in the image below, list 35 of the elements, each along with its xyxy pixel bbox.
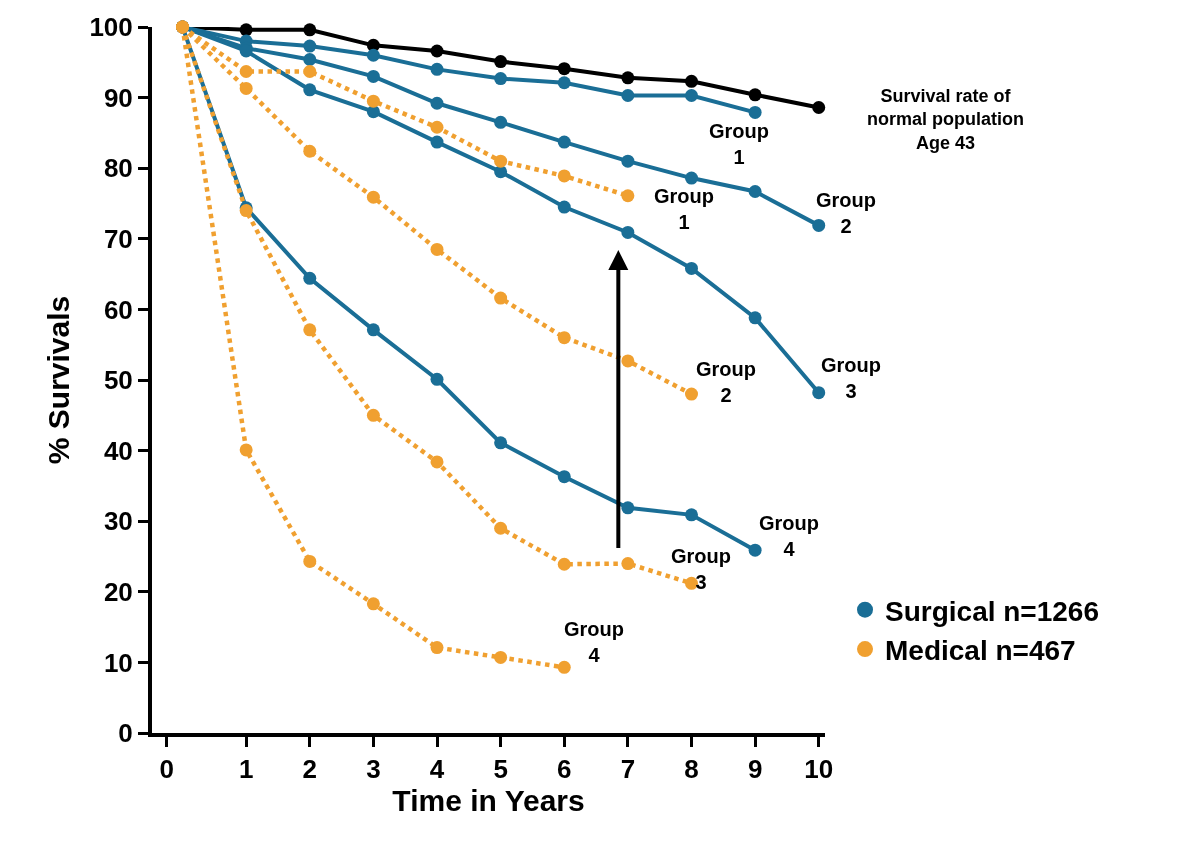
legend-label: Medical n=467	[885, 635, 1076, 667]
y-tick-label: 90	[103, 82, 133, 113]
x-tick-label: 0	[159, 754, 174, 785]
y-tick-label: 20	[103, 576, 133, 607]
y-tick-label: 10	[103, 647, 133, 678]
y-tick-label: 30	[103, 506, 133, 537]
y-tick-label: 50	[103, 365, 133, 396]
y-tick-label: 70	[103, 223, 133, 254]
x-tick-label: 4	[429, 754, 445, 785]
x-tick-label: 5	[493, 754, 508, 785]
annotation: Group 4	[564, 618, 624, 666]
y-axis-title: % Survivals	[41, 295, 75, 465]
annotation: Group 1	[709, 120, 769, 168]
annotation: Group 3	[821, 354, 881, 402]
legend-label: Surgical n=1266	[885, 595, 1100, 627]
x-tick-label: 1	[238, 754, 254, 785]
x-tick-label: 10	[804, 754, 834, 785]
annotation: Group 2	[696, 358, 756, 406]
x-tick-label: 6	[557, 754, 572, 785]
x-axis-title: Time in Years	[392, 784, 585, 818]
y-tick-label: 40	[103, 435, 133, 466]
annotation: Group 1	[654, 185, 714, 233]
annotation: Survival rate of normal population Age 43	[867, 86, 1024, 153]
annotation: Group 2	[816, 189, 876, 237]
annotation: Group 3	[671, 545, 731, 593]
x-tick-label: 8	[684, 754, 699, 785]
x-tick-label: 2	[302, 754, 318, 785]
x-tick-label: 9	[747, 754, 763, 785]
x-tick-label: 7	[620, 754, 636, 785]
y-tick-label: 60	[103, 294, 133, 325]
y-tick-label: 100	[89, 12, 133, 43]
y-tick-label: 80	[103, 153, 133, 184]
x-tick-label: 3	[366, 754, 381, 785]
annotation: Group 4	[759, 512, 819, 560]
y-tick-label: 0	[118, 718, 133, 749]
